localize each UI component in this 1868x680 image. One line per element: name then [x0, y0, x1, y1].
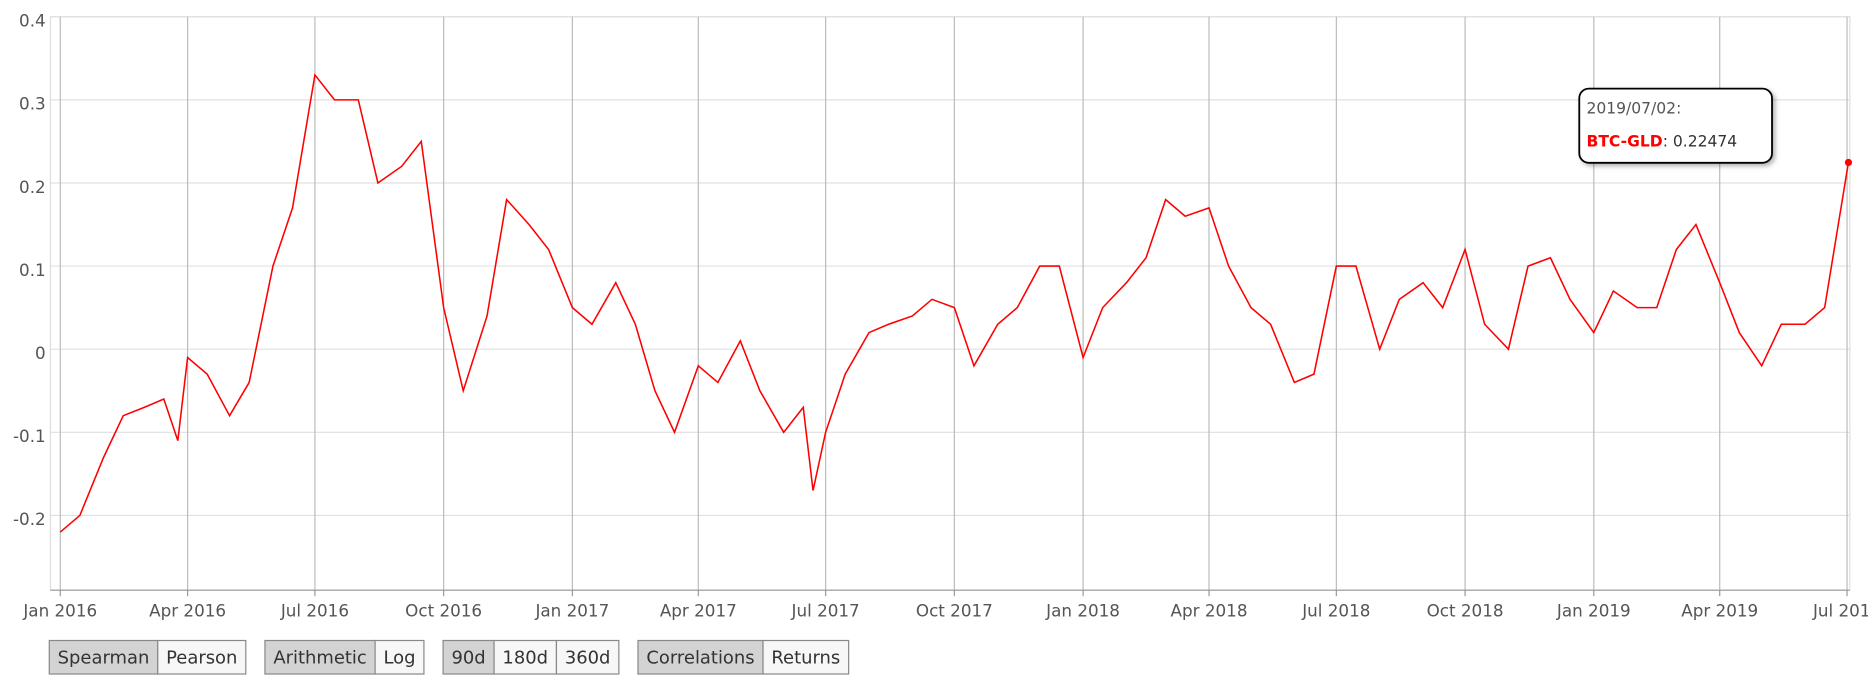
x-tick-label: Apr 2018	[1171, 601, 1248, 621]
tooltip-date: 2019/07/02:	[1586, 99, 1681, 117]
x-tick-label: Apr 2019	[1681, 601, 1758, 621]
button-label[interactable]: Arithmetic	[273, 647, 366, 668]
button-bg[interactable]	[555, 639, 620, 675]
x-tick-label: Jan 2017	[534, 601, 609, 621]
button-bg[interactable]	[374, 639, 425, 675]
button-bg[interactable]	[48, 639, 159, 675]
tooltip-value: : 0.22474	[1663, 132, 1738, 150]
x-tick-label: Jul 2018	[1301, 601, 1370, 621]
tooltip: 2019/07/02: BTC-GLD: 0.22474	[1578, 87, 1773, 164]
y-tick-label: 0.2	[19, 177, 46, 197]
x-tick-label: Oct 2018	[1427, 601, 1504, 621]
button-label[interactable]: Pearson	[166, 647, 237, 668]
button-bg[interactable]	[637, 639, 764, 675]
button-label[interactable]: Correlations	[646, 647, 754, 668]
y-tick-label: 0	[35, 343, 46, 363]
toggle-button[interactable]: 180d	[493, 639, 558, 675]
button-bg[interactable]	[762, 639, 850, 675]
plot	[59, 73, 1853, 533]
toggle-button[interactable]: Spearman	[48, 639, 159, 675]
button-label[interactable]: 360d	[565, 647, 611, 668]
toggle-button[interactable]: Pearson	[157, 639, 247, 675]
button-label[interactable]: Log	[384, 647, 416, 668]
toggle-button[interactable]: 90d	[442, 639, 495, 675]
x-tick-label: Oct 2016	[405, 601, 482, 621]
button-label[interactable]: Spearman	[58, 647, 150, 668]
y-tick-label: -0.1	[13, 426, 46, 446]
toggle-button[interactable]: 360d	[555, 639, 620, 675]
button-label[interactable]: Returns	[771, 647, 840, 668]
x-tick-label: Jan 2016	[22, 601, 97, 621]
button-bg[interactable]	[442, 639, 495, 675]
y-tick-label: 0.3	[19, 94, 46, 114]
x-tick-label: Apr 2017	[660, 601, 737, 621]
toggle-button[interactable]: Correlations	[637, 639, 764, 675]
tooltip-line: BTC-GLD: 0.22474	[1586, 132, 1737, 150]
toggle-button[interactable]: Arithmetic	[264, 639, 376, 675]
grid: 0.4 0.3 0.2 0.1 0 -0.1 -0.2 Jan 2016 Apr 2016 Jul…	[13, 11, 1868, 621]
x-tick-label: Oct 2017	[916, 601, 993, 621]
button-label[interactable]: 90d	[451, 647, 485, 668]
x-tick-label: Jul 2017	[791, 601, 860, 621]
button-label[interactable]: 180d	[502, 647, 548, 668]
x-tick-label: Jul 2019	[1812, 601, 1868, 621]
x-tick-label: Jan 2019	[1556, 601, 1631, 621]
x-tick-label: Apr 2016	[149, 601, 226, 621]
line	[59, 73, 1850, 533]
y-tick-label: 0.4	[19, 11, 46, 31]
y-tick-label: -0.2	[13, 509, 46, 529]
hover-point	[1844, 158, 1853, 167]
toggle-button[interactable]: Returns	[762, 639, 850, 675]
x-tick-label: Jul 2016	[280, 601, 349, 621]
tooltip-series: BTC-GLD	[1586, 132, 1662, 150]
y-tick-label: 0.1	[19, 260, 46, 280]
tooltip-box	[1578, 87, 1773, 164]
button-bg[interactable]	[493, 639, 558, 675]
x-tick-label: Jan 2018	[1045, 601, 1120, 621]
toggle-button[interactable]: Log	[374, 639, 425, 675]
button-bg[interactable]	[264, 639, 376, 675]
controls: Spearman Pearson Arithmetic Log 90d 180d 360d C…	[48, 639, 850, 675]
button-bg[interactable]	[157, 639, 247, 675]
